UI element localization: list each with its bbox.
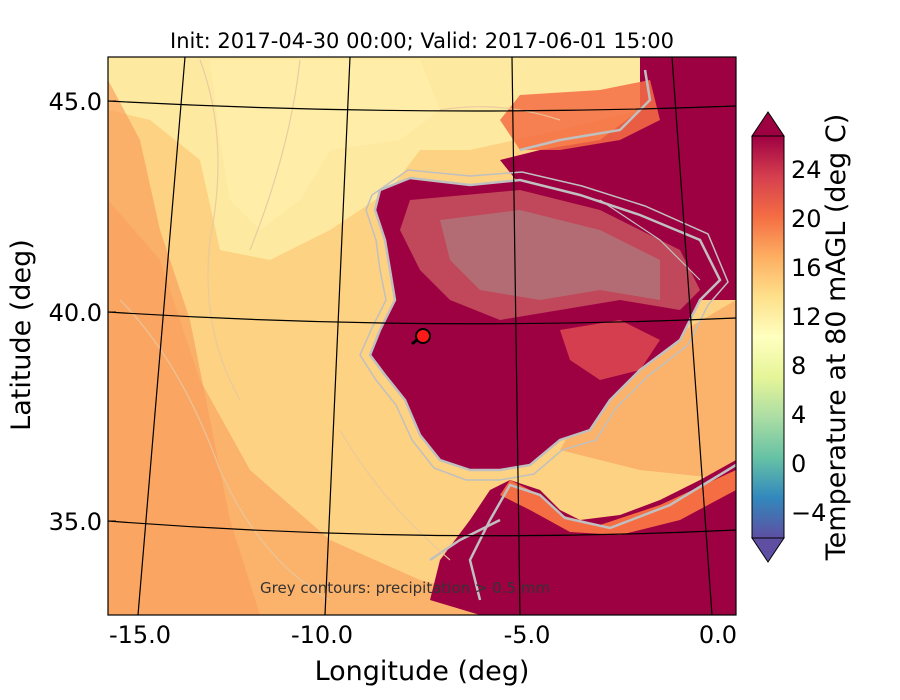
land-france-warm <box>500 80 660 150</box>
graticule <box>108 57 736 615</box>
colorbar-min-extend <box>751 537 785 563</box>
ocean-warm-strip <box>108 80 260 615</box>
land-africa-warm-coast <box>500 470 736 535</box>
colorbar-max-extend <box>751 111 785 137</box>
y-tick-label: 35.0 <box>49 508 102 536</box>
plot-frame <box>107 56 737 616</box>
colorbar: 24 20 16 12 8 4 0 −4 Temperature at 80 m… <box>751 111 852 563</box>
chart-title: Init: 2017-04-30 00:00; Valid: 2017-06-0… <box>170 29 674 53</box>
map-plot-area <box>108 57 736 615</box>
x-axis: -15.0 -10.0 -5.0 0.0 Longitude (deg) <box>109 621 737 687</box>
x-axis-label: Longitude (deg) <box>315 656 530 687</box>
x-tick-label: -15.0 <box>109 621 171 649</box>
x-tick-label: 0.0 <box>699 621 737 649</box>
location-marker <box>415 328 431 344</box>
colorbar-tick: 20 <box>791 205 822 233</box>
land-north-africa <box>430 460 736 615</box>
precip-annotation: Grey contours: precipitation > 0.5 mm <box>260 579 550 597</box>
colorbar-tick: 4 <box>791 401 806 429</box>
ocean-warm-med <box>560 300 736 480</box>
colorbar-tick: 0 <box>791 450 806 478</box>
ocean-pale-swirl <box>210 60 440 230</box>
colorbar-tick: 8 <box>791 352 806 380</box>
x-tick-label: -10.0 <box>291 621 353 649</box>
colorbar-tick: 12 <box>791 303 822 331</box>
colorbar-label: Temperature at 80 mAGL (deg C) <box>821 114 852 562</box>
y-tick-label: 45.0 <box>49 88 102 116</box>
colorbar-tick: −4 <box>791 499 826 527</box>
y-tick-label: 40.0 <box>49 299 102 327</box>
land-warm-patch <box>560 320 660 380</box>
colorbar-tick: 16 <box>791 254 822 282</box>
colorbar-gradient <box>751 135 785 539</box>
colorbar-tick: 24 <box>791 156 822 184</box>
y-axis-label: Latitude (deg) <box>6 239 37 431</box>
precipitation-contours <box>359 69 736 601</box>
temperature-contours <box>119 59 561 601</box>
y-axis: 45.0 40.0 35.0 Latitude (deg) <box>6 88 116 536</box>
land-plateau-grey <box>440 210 660 300</box>
x-tick-label: -5.0 <box>504 621 551 649</box>
